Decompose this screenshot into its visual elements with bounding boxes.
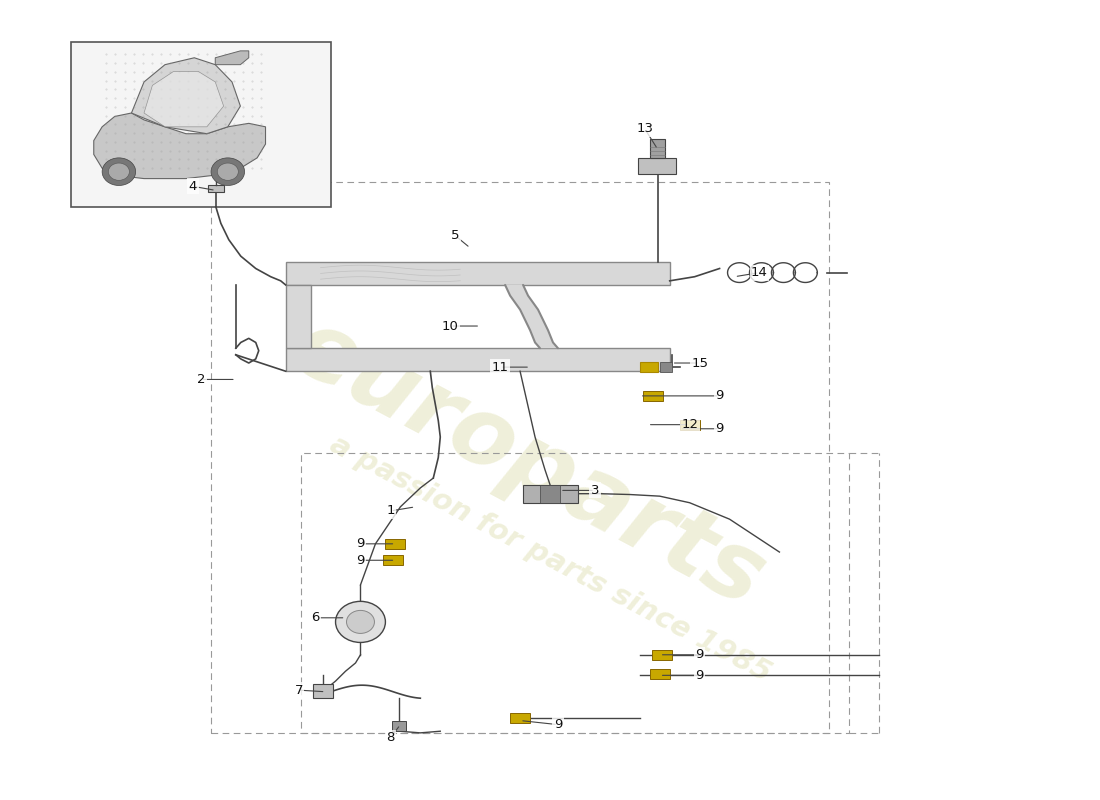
Text: 5: 5 bbox=[451, 229, 460, 242]
Polygon shape bbox=[144, 71, 223, 127]
Text: 15: 15 bbox=[691, 357, 708, 370]
Bar bbox=[650, 669, 670, 678]
Text: 9: 9 bbox=[715, 390, 724, 402]
Bar bbox=[510, 713, 530, 723]
Bar bbox=[286, 285, 310, 348]
Bar bbox=[385, 539, 406, 549]
Bar bbox=[524, 485, 578, 502]
Text: 7: 7 bbox=[295, 684, 302, 697]
Bar bbox=[640, 362, 658, 372]
Bar bbox=[312, 684, 332, 698]
Circle shape bbox=[218, 163, 239, 180]
Text: 14: 14 bbox=[751, 266, 768, 279]
Text: 6: 6 bbox=[311, 611, 320, 624]
Text: 9: 9 bbox=[695, 648, 704, 662]
Text: 9: 9 bbox=[553, 718, 562, 731]
Polygon shape bbox=[94, 113, 265, 178]
Bar bbox=[286, 348, 670, 371]
Bar bbox=[680, 420, 700, 430]
Bar bbox=[72, 42, 331, 207]
Bar bbox=[540, 485, 560, 502]
Bar bbox=[208, 186, 223, 192]
Text: 9: 9 bbox=[356, 554, 365, 566]
Text: 2: 2 bbox=[197, 373, 205, 386]
Text: 11: 11 bbox=[492, 361, 508, 374]
Bar bbox=[286, 262, 670, 285]
Polygon shape bbox=[216, 51, 249, 65]
Bar bbox=[650, 139, 664, 158]
Text: 3: 3 bbox=[591, 484, 600, 497]
Text: 9: 9 bbox=[715, 422, 724, 435]
Text: 10: 10 bbox=[442, 319, 459, 333]
Bar bbox=[384, 555, 404, 565]
Circle shape bbox=[346, 610, 374, 634]
Text: 4: 4 bbox=[189, 180, 197, 193]
Text: 9: 9 bbox=[695, 669, 704, 682]
Text: europarts: europarts bbox=[276, 301, 780, 627]
Circle shape bbox=[102, 158, 135, 186]
Circle shape bbox=[211, 158, 244, 186]
Bar bbox=[660, 362, 672, 372]
Text: 9: 9 bbox=[356, 538, 365, 550]
Text: 1: 1 bbox=[386, 505, 395, 518]
Text: 12: 12 bbox=[681, 418, 698, 431]
Circle shape bbox=[336, 602, 385, 642]
Bar bbox=[300, 454, 849, 733]
Bar bbox=[642, 391, 662, 401]
Text: 8: 8 bbox=[386, 731, 395, 744]
Text: 13: 13 bbox=[636, 122, 653, 135]
Bar bbox=[211, 182, 829, 733]
Text: a passion for parts since 1985: a passion for parts since 1985 bbox=[324, 430, 776, 688]
Bar bbox=[393, 722, 406, 731]
Bar bbox=[638, 158, 675, 174]
Circle shape bbox=[109, 163, 130, 180]
Polygon shape bbox=[505, 285, 558, 348]
Bar bbox=[651, 650, 672, 660]
Polygon shape bbox=[132, 58, 241, 134]
